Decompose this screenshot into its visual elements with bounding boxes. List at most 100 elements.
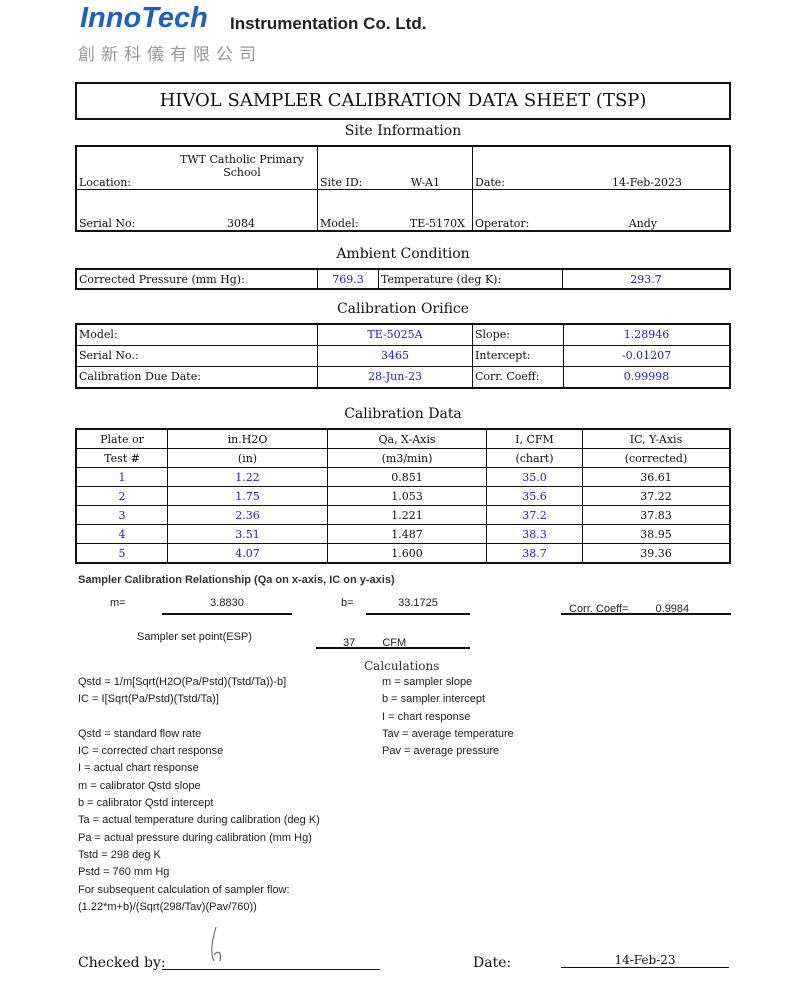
calculations-heading: Calculations xyxy=(364,659,440,673)
slope-value: 1.28946 xyxy=(563,323,731,346)
calculation-line: IC = corrected chart response xyxy=(78,745,224,758)
sheet-title: HIVOL SAMPLER CALIBRATION DATA SHEET (TS… xyxy=(75,82,731,120)
due-date: 28-Jun-23 xyxy=(317,365,473,389)
footer-date: 14-Feb-23 xyxy=(561,953,729,968)
table-cell: 1.22 xyxy=(167,467,328,487)
corr-coeff-label: Corr. Coeff= xyxy=(569,603,629,615)
calculation-line: Pstd = 760 mm Hg xyxy=(78,866,170,879)
header-row: Plate or in.H2O Qa, X-Axis I, CFM IC, Y-Axis xyxy=(75,428,731,449)
column-header: (in) xyxy=(167,448,328,468)
location-value: TWT Catholic Primary School xyxy=(180,153,304,179)
column-header: in.H2O xyxy=(167,428,328,449)
calculation-line: IC = I[Sqrt(Pa/Pstd)(Tstd/Ta)] xyxy=(78,693,219,706)
calculations-right: m = sampler slope b = sampler intercept I … xyxy=(382,676,514,762)
table-cell: 1 xyxy=(75,467,168,487)
checked-by-field[interactable] xyxy=(162,969,380,970)
column-header: (corrected) xyxy=(582,448,731,468)
corr-coeff-line: Corr. Coeff= 0.9984 xyxy=(561,597,731,615)
table-cell: 1.600 xyxy=(327,543,487,564)
slope-label: Slope: xyxy=(472,323,564,346)
calculation-line: m = sampler slope xyxy=(382,676,473,688)
m-value: 3.8830 xyxy=(162,597,292,615)
serial-value: 3084 xyxy=(227,217,255,230)
brand-logo: InnoTech xyxy=(80,2,208,34)
site-id-label: Site ID: xyxy=(320,175,363,189)
due-date-label: Calibration Due Date: xyxy=(75,365,318,389)
table-cell: 37.22 xyxy=(582,486,731,506)
b-label: b= xyxy=(341,597,354,609)
operator-value: Andy xyxy=(628,217,657,230)
calculation-line: Pav = average pressure xyxy=(382,745,500,758)
corr-value: 0.99998 xyxy=(563,365,731,389)
site-info-heading: Site Information xyxy=(344,123,462,139)
calculation-line: Tav = average temperature xyxy=(382,727,514,740)
temp-value: 293.7 xyxy=(562,268,731,290)
table-row: 4 3.51 1.487 38.3 38.95 xyxy=(75,524,731,544)
header-row: Test # (in) (m3/min) (chart) (corrected) xyxy=(75,448,731,468)
table-cell: 36.61 xyxy=(582,467,731,487)
site-info-table: Location: TWT Catholic Primary School Sit… xyxy=(75,145,731,232)
table-cell: 3 xyxy=(75,505,168,525)
setpoint-unit: CFM xyxy=(382,637,407,649)
calculation-line: Ta = actual temperature during calibrati… xyxy=(78,814,320,827)
date-value: 14-Feb-2023 xyxy=(611,175,682,189)
calculation-line: I = actual chart response xyxy=(78,762,199,775)
pressure-label: Corrected Pressure (mm Hg): xyxy=(75,268,318,290)
setpoint-value: 37 xyxy=(343,637,356,649)
calculation-line: b = sampler intercept xyxy=(382,693,486,706)
intercept-value: -0.01207 xyxy=(563,344,731,367)
table-cell: 4 xyxy=(75,524,168,544)
corr-label: Corr. Coeff: xyxy=(472,365,564,389)
table-cell: 38.95 xyxy=(582,524,731,544)
table-cell: 39.36 xyxy=(582,543,731,564)
calculation-line: Tstd = 298 deg K xyxy=(78,848,161,861)
calculations-left: Qstd = 1/m[Sqrt(H2O(Pa/Pstd)(Tstd/Ta))-b… xyxy=(78,676,320,918)
table-cell: 38.3 xyxy=(486,524,583,544)
table-cell: 35.0 xyxy=(486,467,583,487)
signature xyxy=(211,926,221,962)
relationship-heading: Sampler Calibration Relationship (Qa on … xyxy=(78,574,395,586)
column-header: I, CFM xyxy=(486,428,583,449)
orifice-serial-label: Serial No.: xyxy=(75,344,318,367)
location-label: Location: xyxy=(79,175,131,189)
column-header: Qa, X-Axis xyxy=(327,428,487,449)
calculation-line: Pa = actual pressure during calibration … xyxy=(78,831,312,844)
table-cell: 5 xyxy=(75,543,168,564)
table-cell: 1.221 xyxy=(327,505,487,525)
setpoint-label: Sampler set point(ESP) xyxy=(137,631,252,643)
model-label: Model: xyxy=(320,217,359,230)
setpoint-line: 37 CFM xyxy=(316,631,470,649)
date-label: Date: xyxy=(475,175,506,189)
calculation-line: Qstd = standard flow rate xyxy=(78,727,202,740)
table-cell: 38.7 xyxy=(486,543,583,564)
calculation-line: m = calibrator Qstd slope xyxy=(78,779,201,792)
calculation-line: For subsequent calculation of sampler fl… xyxy=(78,883,290,896)
site-id-value: W-A1 xyxy=(410,175,440,189)
table-cell: 3.51 xyxy=(167,524,328,544)
operator-label: Operator: xyxy=(475,217,530,230)
table-row: 3 2.36 1.221 37.2 37.83 xyxy=(75,505,731,525)
calibration-data-table: Plate or in.H2O Qa, X-Axis I, CFM IC, Y-Axis… xyxy=(75,428,731,564)
footer-date-label: Date: xyxy=(473,955,512,971)
orifice-serial: 3465 xyxy=(317,344,473,367)
company-name: Instrumentation Co. Ltd. xyxy=(230,14,427,33)
table-cell: 1.053 xyxy=(327,486,487,506)
calibration-data-heading: Calibration Data xyxy=(344,406,462,422)
checked-by-label: Checked by: xyxy=(78,955,166,971)
calculation-line xyxy=(78,711,320,728)
column-header: Plate or xyxy=(75,428,168,449)
table-cell: 37.2 xyxy=(486,505,583,525)
model-value: TE-5170X xyxy=(409,217,465,230)
orifice-model-label: Model: xyxy=(75,323,318,346)
pressure-value: 769.3 xyxy=(317,268,379,290)
column-header: Test # xyxy=(75,448,168,468)
ambient-table: Corrected Pressure (mm Hg): 769.3 Temper… xyxy=(75,268,731,290)
table-cell: 2.36 xyxy=(167,505,328,525)
orifice-model: TE-5025A xyxy=(317,323,473,346)
column-header: IC, Y-Axis xyxy=(582,428,731,449)
column-header: (m3/min) xyxy=(327,448,487,468)
table-cell: 0.851 xyxy=(327,467,487,487)
m-label: m= xyxy=(110,597,126,609)
intercept-label: Intercept: xyxy=(472,344,564,367)
serial-label: Serial No: xyxy=(79,217,136,230)
